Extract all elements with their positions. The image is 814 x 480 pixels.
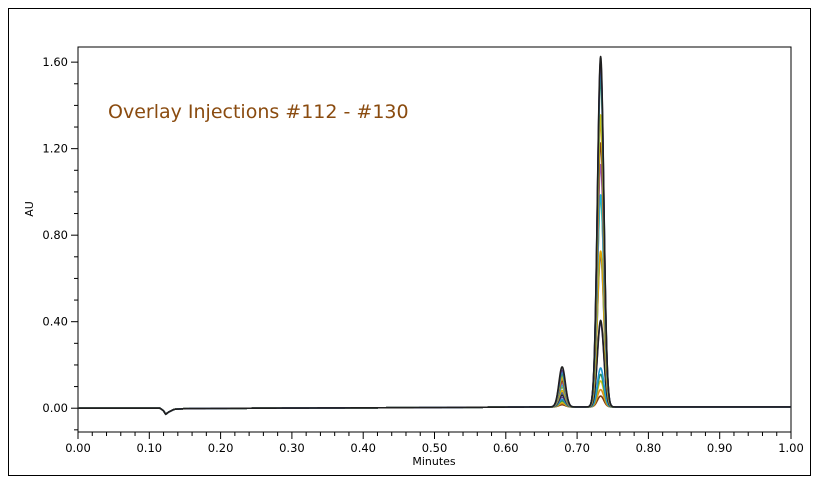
x-tick-label: 0.90 xyxy=(707,441,733,455)
x-tick-label: 0.40 xyxy=(350,441,376,455)
y-tick-label: 0.80 xyxy=(42,228,68,242)
y-axis: 0.00 0.40 0.80 1.20 1.60 xyxy=(42,55,78,431)
y-axis-label: AU xyxy=(23,201,36,217)
y-tick-label: 1.20 xyxy=(42,142,68,156)
x-tick-label: 0.70 xyxy=(564,441,590,455)
x-tick-label: 0.60 xyxy=(493,441,519,455)
chart-title: Overlay Injections #112 - #130 xyxy=(108,101,409,123)
y-tick-label: 0.00 xyxy=(42,401,68,415)
x-tick-label: 0.80 xyxy=(636,441,662,455)
x-tick-label: 0.20 xyxy=(208,441,234,455)
x-tick-label: 0.00 xyxy=(65,441,91,455)
chromatogram-chart: 0.00 0.10 0.20 0.30 0.40 0.50 0.60 0.70 0.80 0.90… xyxy=(8,8,811,476)
x-axis-label: Minutes xyxy=(412,455,456,468)
y-tick-label: 1.60 xyxy=(42,55,68,69)
trace-group xyxy=(77,55,792,416)
x-tick-label: 1.00 xyxy=(778,441,804,455)
x-tick-label: 0.10 xyxy=(136,441,162,455)
outer-border xyxy=(8,8,811,476)
chromatogram-trace xyxy=(77,55,792,416)
x-axis: 0.00 0.10 0.20 0.30 0.40 0.50 0.60 0.70 0.80 0.90… xyxy=(65,432,804,455)
chart-frame: 0.00 0.10 0.20 0.30 0.40 0.50 0.60 0.70 0.80 0.90… xyxy=(8,8,811,476)
x-tick-label: 0.30 xyxy=(279,441,305,455)
x-tick-label: 0.50 xyxy=(422,441,448,455)
y-tick-label: 0.40 xyxy=(42,315,68,329)
